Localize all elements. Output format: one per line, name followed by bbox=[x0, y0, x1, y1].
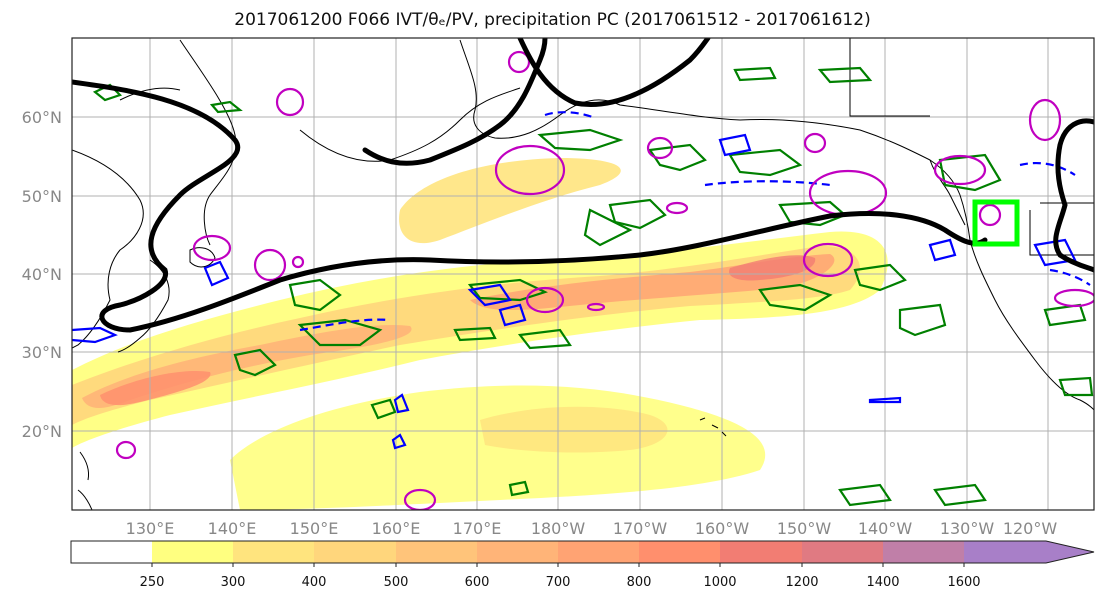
lat-tick-30: 30°N bbox=[22, 343, 62, 362]
coast-alaska-west bbox=[459, 39, 741, 139]
cb-seg-0 bbox=[71, 541, 152, 563]
pv-contours bbox=[72, 38, 1094, 333]
lon-tick-160w: 160°W bbox=[695, 519, 750, 538]
lon-tick-130w: 130°W bbox=[940, 519, 995, 538]
lon-tick-170w: 170°W bbox=[613, 519, 668, 538]
pv-contour-east bbox=[1053, 118, 1094, 273]
coast-alaska-south bbox=[739, 118, 971, 241]
cb-seg-1000 bbox=[720, 541, 802, 563]
lon-tick-140w: 140°W bbox=[858, 519, 913, 538]
lon-tick-140e: 140°E bbox=[208, 519, 257, 538]
lon-tick-170e: 170°E bbox=[453, 519, 502, 538]
cb-ticks bbox=[151, 563, 965, 567]
cb-seg-500 bbox=[396, 541, 477, 563]
theta-e-positive-contours bbox=[92, 66, 1094, 507]
cb-seg-250 bbox=[152, 541, 233, 563]
coast-okhotsk bbox=[119, 87, 181, 101]
coast-hawaii bbox=[699, 417, 727, 437]
cb-label-700: 700 bbox=[546, 575, 571, 590]
coast-aleutians bbox=[299, 87, 521, 162]
coast-philippines bbox=[77, 489, 93, 510]
lon-tick-120w: 120°W bbox=[1003, 519, 1058, 538]
lon-tick-180w: 180°W bbox=[531, 519, 586, 538]
lat-tick-labels: 60°N 50°N 40°N 30°N 20°N bbox=[22, 108, 62, 441]
pv-contour-north bbox=[362, 38, 548, 166]
colorbar: 250 300 400 500 600 700 800 1000 1200 14… bbox=[70, 540, 1095, 590]
cb-seg-700 bbox=[558, 541, 639, 563]
ivt-north-lobe bbox=[399, 158, 621, 244]
lat-tick-60: 60°N bbox=[22, 108, 62, 127]
cb-label-600: 600 bbox=[465, 575, 490, 590]
cb-label-250: 250 bbox=[140, 575, 165, 590]
coastlines bbox=[72, 39, 1094, 510]
lon-tick-130e: 130°E bbox=[126, 519, 175, 538]
lat-tick-50: 50°N bbox=[22, 187, 62, 206]
lat-tick-20: 20°N bbox=[22, 422, 62, 441]
pv-contour-alaska bbox=[517, 38, 711, 107]
lon-tick-150w: 150°W bbox=[777, 519, 832, 538]
map-title: 2017061200 F066 IVT/θₑ/PV, precipitation… bbox=[234, 10, 871, 30]
gridlines bbox=[72, 38, 1094, 510]
cb-seg-1200 bbox=[802, 541, 883, 563]
cb-seg-300 bbox=[233, 541, 314, 563]
cb-seg-600 bbox=[477, 541, 558, 563]
coast-us-west bbox=[969, 239, 1094, 411]
theta-e-negative-contours bbox=[72, 133, 1077, 450]
lon-tick-labels: 130°E 140°E 150°E 160°E 170°E 180°W 170°… bbox=[126, 519, 1058, 538]
pv-contour-main bbox=[72, 79, 988, 333]
ivt-south-area-b bbox=[480, 406, 668, 453]
cb-labels: 250 300 400 500 600 700 800 1000 1200 14… bbox=[140, 575, 981, 590]
cb-seg-400 bbox=[314, 541, 396, 563]
cb-seg-1600 bbox=[964, 541, 1046, 563]
coast-hokkaido bbox=[189, 247, 216, 268]
cb-label-1600: 1600 bbox=[947, 575, 980, 590]
map-panel bbox=[71, 37, 1095, 511]
cb-seg-800 bbox=[639, 541, 720, 563]
cb-label-1000: 1000 bbox=[703, 575, 736, 590]
cb-label-500: 500 bbox=[384, 575, 409, 590]
lat-tick-40: 40°N bbox=[22, 265, 62, 284]
cb-seg-1400 bbox=[883, 541, 964, 563]
map-frame bbox=[71, 37, 1095, 511]
cb-frame bbox=[70, 540, 1095, 564]
cb-label-800: 800 bbox=[627, 575, 652, 590]
theta-e-negative-dashed bbox=[299, 111, 1091, 332]
lon-tick-160e: 160°E bbox=[372, 519, 421, 538]
target-box bbox=[972, 199, 1020, 247]
ivt-band-700 bbox=[100, 370, 211, 406]
precip-pc-contours bbox=[115, 50, 1094, 510]
cb-label-1400: 1400 bbox=[866, 575, 899, 590]
lon-tick-150e: 150°E bbox=[290, 519, 339, 538]
cb-label-1200: 1200 bbox=[785, 575, 818, 590]
coast-taiwan bbox=[79, 451, 89, 481]
cb-label-300: 300 bbox=[221, 575, 246, 590]
cb-label-400: 400 bbox=[302, 575, 327, 590]
cb-extend-arrow bbox=[1046, 541, 1094, 563]
